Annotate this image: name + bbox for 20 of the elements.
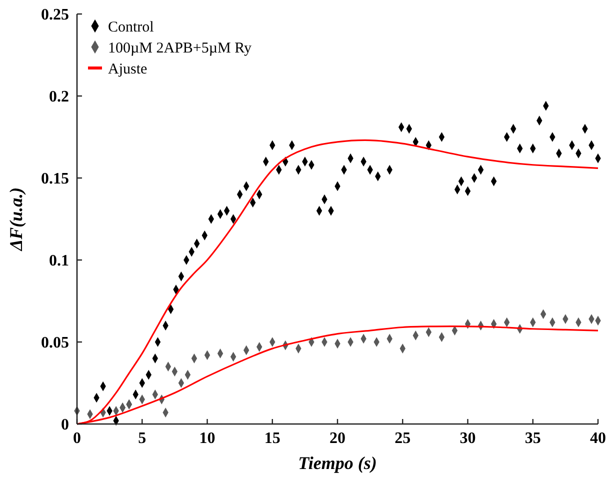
x-tick-label: 40 (590, 430, 606, 447)
x-tick-label: 5 (138, 430, 146, 447)
legend-label: Ajuste (108, 61, 148, 78)
x-tick-label: 10 (199, 430, 216, 447)
y-tick-label: 0 (61, 416, 69, 434)
y-tick-label: 0.2 (49, 88, 69, 106)
y-tick-label: 0.05 (41, 334, 69, 352)
y-axis-title: ΔF(u.a.) (6, 187, 26, 252)
legend-label: Control (108, 19, 154, 36)
x-tick-label: 20 (330, 430, 346, 447)
x-tick-label: 25 (394, 430, 411, 447)
y-tick-label: 0.15 (41, 170, 69, 188)
y-tick-label: 0.25 (41, 6, 69, 24)
legend-label: 100µM 2APB+5µM Ry (108, 40, 252, 56)
x-tick-label: 30 (460, 430, 476, 447)
y-tick-label: 0.1 (49, 252, 69, 270)
x-tick-label: 0 (73, 430, 81, 447)
x-tick-label: 35 (524, 430, 541, 447)
x-tick-label: 15 (264, 430, 280, 447)
x-axis-title: Tiempo (s) (298, 453, 377, 473)
